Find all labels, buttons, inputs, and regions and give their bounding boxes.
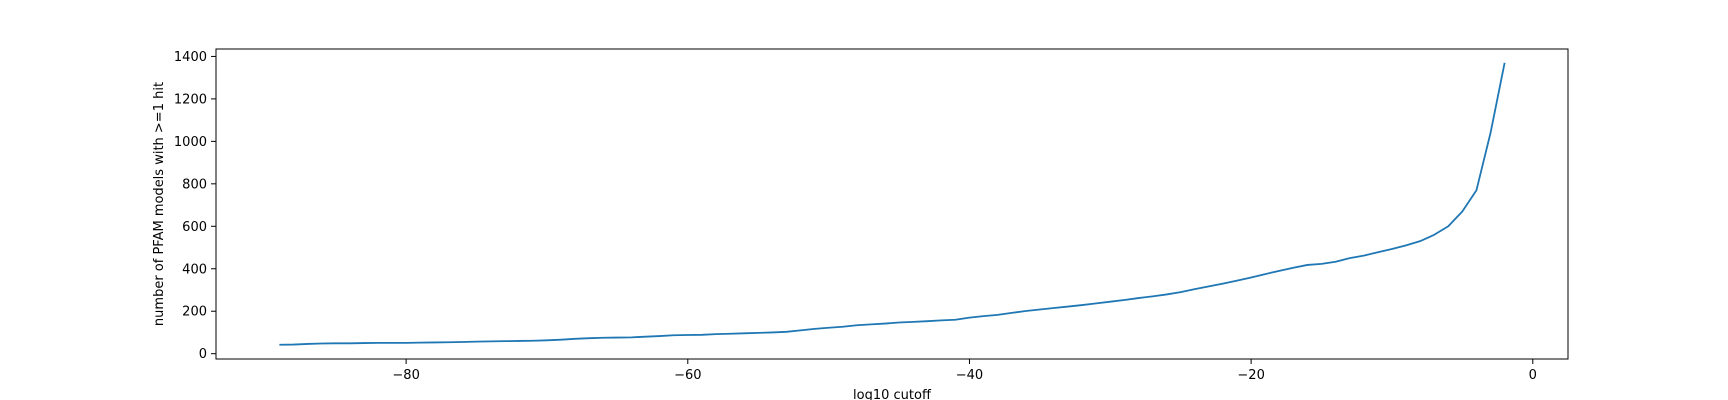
x-tick-label: −60	[674, 368, 701, 383]
x-tick-label: −80	[392, 368, 419, 383]
axes-frame	[215, 48, 1569, 360]
y-tick-label: 400	[182, 262, 207, 277]
y-tick-label: 1400	[174, 50, 207, 65]
y-tick-label: 1200	[174, 92, 207, 107]
y-tick-label: 0	[199, 347, 207, 362]
x-axis: −80 −60 −40 −20 0	[392, 359, 1537, 383]
x-tick-label: −20	[1237, 368, 1264, 383]
y-tick-label: 600	[182, 220, 207, 235]
x-axis-label: log10 cutoff	[853, 388, 932, 400]
x-tick-label: 0	[1529, 368, 1537, 383]
series-line-0	[279, 62, 1506, 346]
y-axis: 0 200 400 600 800 1000 1200 1400	[174, 50, 216, 362]
y-tick-label: 1000	[174, 135, 207, 150]
x-tick-label: −40	[956, 368, 983, 383]
y-tick-label: 200	[182, 305, 207, 320]
y-axis-label: number of PFAM models with >=1 hit	[152, 82, 167, 326]
y-tick-label: 800	[182, 177, 207, 192]
